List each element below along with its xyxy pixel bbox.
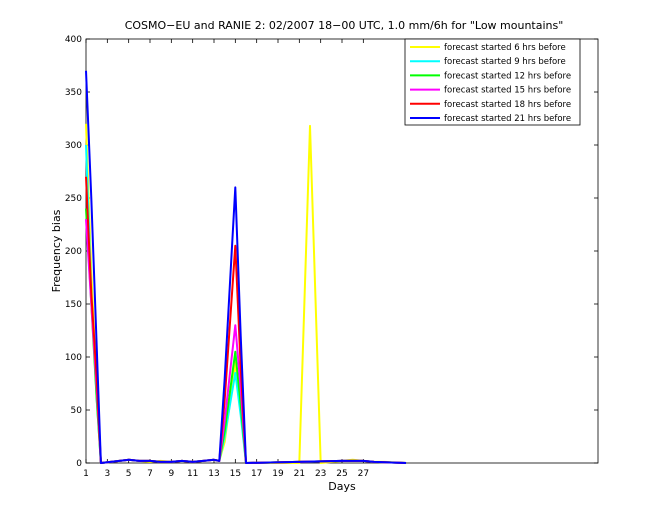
- x-tick-label: 5: [126, 469, 132, 479]
- x-axis: 1 3 5 7 9 11 13 15 17 19 21 23 25 27: [83, 39, 369, 479]
- legend-entry-label: forecast started 12 hrs before: [444, 71, 571, 81]
- series-line: [85, 70, 407, 464]
- series-layer: [85, 70, 407, 464]
- x-tick-label: 15: [230, 469, 241, 479]
- legend-box: [404, 38, 581, 126]
- chart-title: COSMO−EU and RANIE 2: 02/2007 18−00 UTC,…: [125, 19, 564, 32]
- y-tick-label: 50: [71, 406, 83, 416]
- legend-entry-label: forecast started 21 hrs before: [444, 114, 571, 124]
- y-tick-label: 300: [65, 141, 82, 151]
- legend-entry-label: forecast started 15 hrs before: [444, 86, 571, 96]
- x-axis-label: Days: [328, 480, 356, 493]
- y-tick-label: 400: [65, 35, 82, 45]
- y-tick-label: 200: [65, 247, 82, 257]
- y-tick-label: 150: [65, 300, 82, 310]
- y-tick-label: 350: [65, 88, 82, 98]
- x-tick-label: 25: [336, 469, 347, 479]
- x-tick-label: 19: [272, 469, 284, 479]
- y-tick-label: 0: [76, 459, 82, 469]
- x-tick-label: 9: [168, 469, 174, 479]
- y-axis-label: Frequency bias: [50, 209, 63, 292]
- y-axis: 0 50 100 150 200 250 300 350 400: [65, 35, 598, 469]
- x-tick-label: 17: [251, 469, 262, 479]
- legend-entry-label: forecast started 6 hrs before: [444, 43, 566, 53]
- legend: forecast started 6 hrs before forecast st…: [404, 38, 581, 126]
- y-tick-label: 250: [65, 194, 82, 204]
- legend-items: forecast started 6 hrs before forecast st…: [410, 43, 571, 124]
- y-tick-label: 100: [65, 353, 82, 363]
- x-tick-label: 7: [147, 469, 153, 479]
- legend-entry-label: forecast started 9 hrs before: [444, 57, 566, 67]
- x-tick-label: 21: [294, 469, 305, 479]
- x-tick-label: 1: [83, 469, 89, 479]
- x-tick-label: 27: [358, 469, 369, 479]
- x-tick-label: 23: [315, 469, 326, 479]
- x-tick-label: 3: [104, 469, 110, 479]
- legend-entry-label: forecast started 18 hrs before: [444, 100, 571, 110]
- x-tick-label: 11: [187, 469, 198, 479]
- x-tick-label: 13: [208, 469, 219, 479]
